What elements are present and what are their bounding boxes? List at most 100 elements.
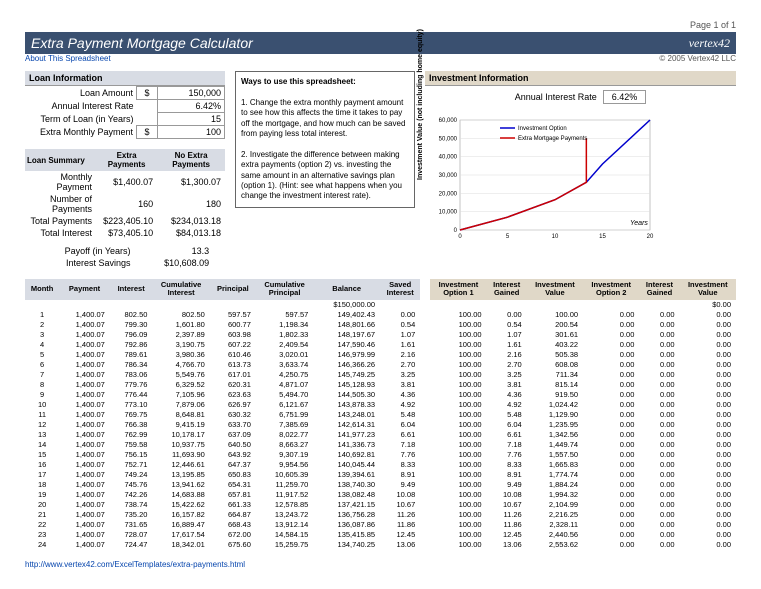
page-number: Page 1 of 1 xyxy=(690,20,736,30)
svg-text:10: 10 xyxy=(552,234,559,240)
table-row: 41,400.07792.863,190.75607.222,409.54147… xyxy=(25,340,736,350)
svg-text:20,000: 20,000 xyxy=(439,191,458,197)
loan-info-label: Term of Loan (in Years) xyxy=(25,113,137,126)
footer-link[interactable]: http://www.vertex42.com/ExcelTemplates/e… xyxy=(25,560,736,569)
table-row: 151,400.07756.1511,693.90643.929,307.191… xyxy=(25,450,736,460)
amort-header: Month xyxy=(25,279,59,300)
about-link[interactable]: About This Spreadsheet xyxy=(25,54,111,63)
table-row: 221,400.07731.6516,889.47668.4313,912.14… xyxy=(25,520,736,530)
invest-rate-value[interactable]: 6.42% xyxy=(603,90,647,104)
extra-label: Payoff (in Years) xyxy=(25,245,135,257)
summary-v2: $1,300.07 xyxy=(157,171,225,193)
svg-text:0: 0 xyxy=(454,228,458,234)
svg-text:Investment Option: Investment Option xyxy=(518,126,567,132)
amort-header: Principal xyxy=(210,279,256,300)
svg-text:40,000: 40,000 xyxy=(439,155,458,161)
table-row: 161,400.07752.7112,446.61647.379,954.561… xyxy=(25,460,736,470)
table-row: 201,400.07738.7415,422.62661.3312,578.85… xyxy=(25,500,736,510)
title-bar: Extra Payment Mortgage Calculator vertex… xyxy=(25,32,736,54)
summary-v2: 180 xyxy=(157,193,225,215)
summary-v1: $73,405.10 xyxy=(96,227,157,239)
loan-summary-header: Loan Summary xyxy=(25,149,96,171)
svg-text:15: 15 xyxy=(599,234,606,240)
svg-text:0: 0 xyxy=(458,234,462,240)
chart-ylabel: Investment Value (not including home equ… xyxy=(417,29,424,180)
table-row: 181,400.07745.7613,941.62654.3111,259.70… xyxy=(25,480,736,490)
page-header: Page 1 of 1 xyxy=(25,20,736,30)
table-row: 191,400.07742.2614,683.88657.8111,917.52… xyxy=(25,490,736,500)
table-row: 131,400.07762.9910,178.17637.098,022.771… xyxy=(25,430,736,440)
ways-p2: 2. Investigate the difference between ma… xyxy=(241,150,402,201)
svg-text:30,000: 30,000 xyxy=(439,173,458,179)
table-row: 241,400.07724.4718,342.01675.6015,259.75… xyxy=(25,540,736,550)
summary-v2: $84,013.18 xyxy=(157,227,225,239)
copyright: © 2005 Vertex42 LLC xyxy=(659,54,736,63)
svg-text:60,000: 60,000 xyxy=(439,118,458,124)
col-noextra: No Extra Payments xyxy=(157,149,225,171)
ways-p1: 1. Change the extra monthly payment amou… xyxy=(241,98,405,138)
svg-text:50,000: 50,000 xyxy=(439,136,458,142)
loan-info-table: Loan Amount$150,000Annual Interest Rate6… xyxy=(25,86,225,139)
loan-summary-table: Loan Summary Extra Payments No Extra Pay… xyxy=(25,149,225,239)
table-row: 61,400.07786.344,766.70613.733,633.74146… xyxy=(25,360,736,370)
amort-header: CumulativeInterest xyxy=(152,279,209,300)
table-row: 171,400.07749.2413,195.85650.8310,605.39… xyxy=(25,470,736,480)
summary-v1: $223,405.10 xyxy=(96,215,157,227)
ways-header: Ways to use this spreadsheet: xyxy=(241,77,356,86)
amort-header: Interest xyxy=(110,279,153,300)
amort-header: Balance xyxy=(313,279,380,300)
table-row: 51,400.07789.613,980.36610.463,020.01146… xyxy=(25,350,736,360)
amort-header-inv: InvestmentValue xyxy=(527,279,583,300)
table-row: 91,400.07776.447,105.96623.635,494.70144… xyxy=(25,390,736,400)
table-row: 121,400.07766.389,415.19633.707,385.6914… xyxy=(25,420,736,430)
table-row: 71,400.07783.065,549.76617.014,250.75145… xyxy=(25,370,736,380)
amort-header: CumulativePrincipal xyxy=(256,279,313,300)
loan-info-header: Loan Information xyxy=(25,71,225,86)
summary-label: Total Interest xyxy=(25,227,96,239)
table-row: 101,400.07773.107,879.06626.976,121.6714… xyxy=(25,400,736,410)
summary-label: Monthly Payment xyxy=(25,171,96,193)
invest-header: Investment Information xyxy=(425,71,736,86)
svg-text:20: 20 xyxy=(647,234,654,240)
table-row: 21,400.07799.301,601.80600.771,198.34148… xyxy=(25,320,736,330)
chart: Investment Value (not including home equ… xyxy=(425,110,655,250)
currency-sym: $ xyxy=(137,87,158,100)
currency-sym: $ xyxy=(137,126,158,139)
amort-header-inv: InvestmentOption 2 xyxy=(583,279,639,300)
amort-header-inv: InvestmentOption 1 xyxy=(430,279,486,300)
loan-info-value[interactable]: 150,000 xyxy=(158,87,225,100)
table-row: 111,400.07769.758,648.81630.326,751.9914… xyxy=(25,410,736,420)
loan-info-label: Extra Monthly Payment xyxy=(25,126,137,139)
ways-box: Ways to use this spreadsheet: 1. Change … xyxy=(235,71,415,208)
table-row: 31,400.07796.092,397.89603.981,802.33148… xyxy=(25,330,736,340)
table-row: 81,400.07779.766,329.52620.314,871.07145… xyxy=(25,380,736,390)
amort-header: Payment xyxy=(59,279,110,300)
loan-info-label: Annual Interest Rate xyxy=(25,100,137,113)
svg-text:Extra Mortgage Payments: Extra Mortgage Payments xyxy=(518,136,587,142)
extra-value: $10,608.09 xyxy=(135,257,214,269)
loan-info-label: Loan Amount xyxy=(25,87,137,100)
chart-svg: 0 10,000 20,000 30,000 40,000 50,000 60,000 0 5 1… xyxy=(425,110,655,250)
table-row: 231,400.07728.0717,617.54672.0014,584.15… xyxy=(25,530,736,540)
loan-info-value[interactable]: 15 xyxy=(158,113,225,126)
table-row: 141,400.07759.5810,937.75640.508,663.271… xyxy=(25,440,736,450)
svg-text:10,000: 10,000 xyxy=(439,210,458,216)
extra-label: Interest Savings xyxy=(25,257,135,269)
svg-text:5: 5 xyxy=(506,234,510,240)
amort-header-inv: InterestGained xyxy=(487,279,527,300)
summary-v1: 160 xyxy=(96,193,157,215)
table-row: 211,400.07735.2016,157.82664.8713,243.72… xyxy=(25,510,736,520)
amortization-table: MonthPaymentInterestCumulativeInterestPr… xyxy=(25,279,736,550)
loan-info-value[interactable]: 6.42% xyxy=(158,100,225,113)
invest-rate-label: Annual Interest Rate xyxy=(515,92,597,102)
page-title: Extra Payment Mortgage Calculator xyxy=(31,35,253,51)
summary-label: Number of Payments xyxy=(25,193,96,215)
table-row: 11,400.07802.50802.50597.57597.57149,402… xyxy=(25,310,736,320)
amort-header-inv: InterestGained xyxy=(639,279,679,300)
logo: vertex42 xyxy=(689,36,730,51)
amort-header: SavedInterest xyxy=(380,279,420,300)
amort-header-inv: InvestmentValue xyxy=(680,279,736,300)
summary-v2: $234,013.18 xyxy=(157,215,225,227)
loan-info-value[interactable]: 100 xyxy=(158,126,225,139)
summary-label: Total Payments xyxy=(25,215,96,227)
